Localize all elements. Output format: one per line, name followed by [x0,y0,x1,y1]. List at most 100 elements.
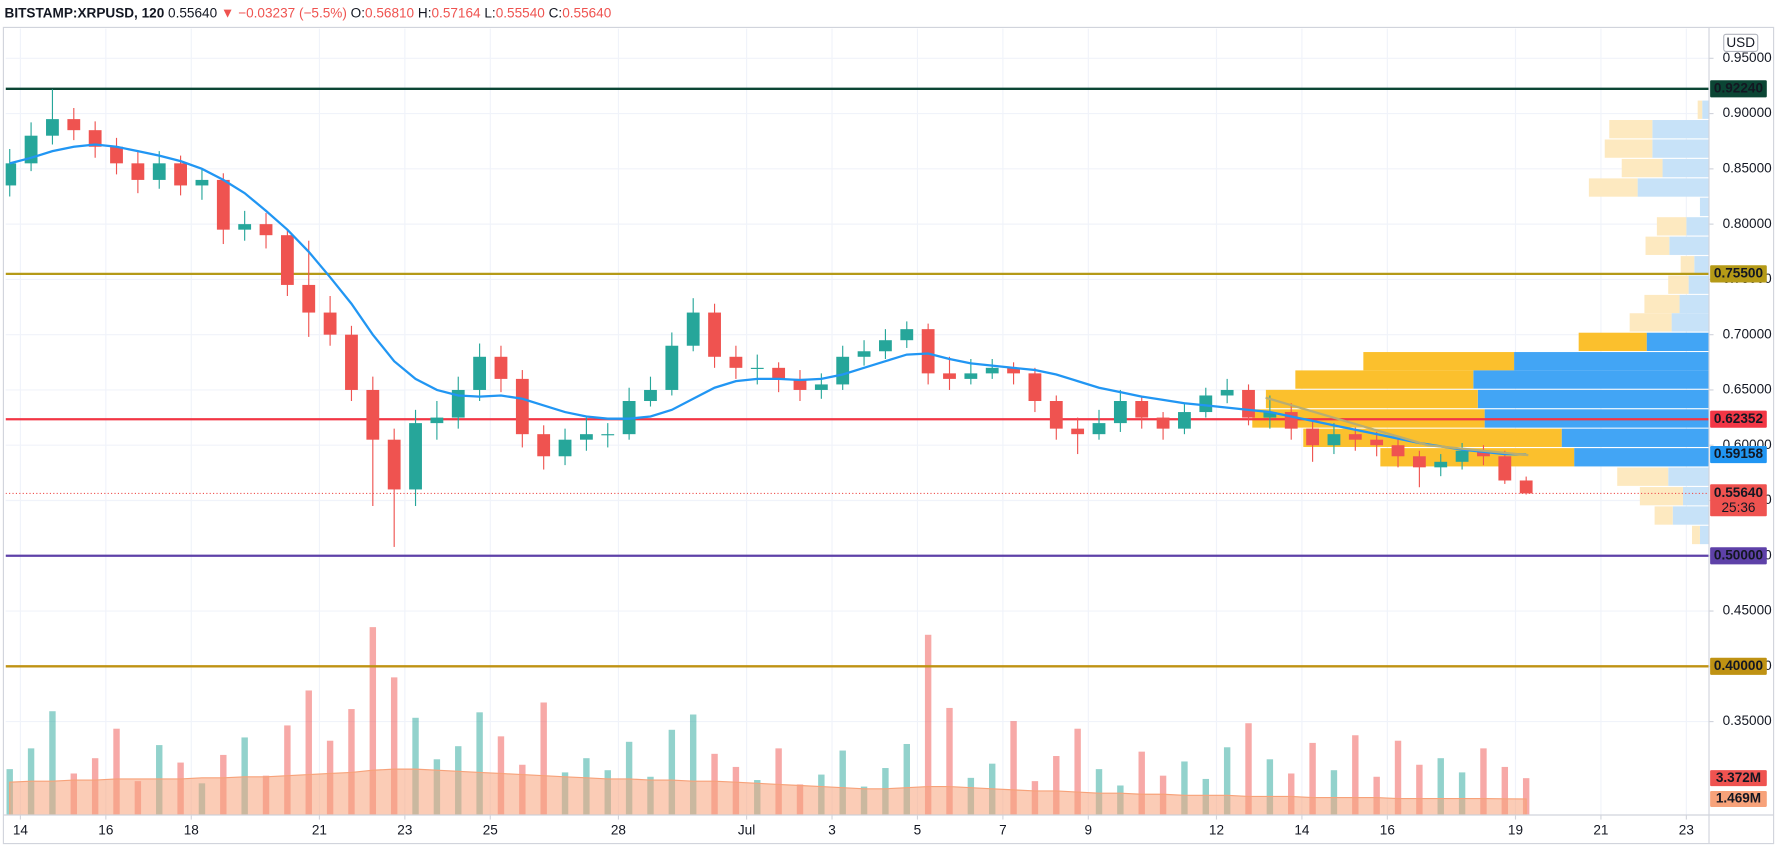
x-tick-label: 16 [98,823,113,838]
candle-body [345,334,358,390]
candle-body [110,146,123,164]
profile-up [1671,313,1710,332]
candle-body [323,312,337,335]
low-label: L: [484,5,495,20]
candle-body [1071,428,1085,435]
last-price: 0.55640 [168,5,218,20]
volume-bar [1074,728,1081,815]
y-tick-label: 0.65000 [1723,382,1773,397]
candle-body [537,434,551,457]
level-label-box [1710,80,1767,98]
x-tick-label: 16 [1380,823,1395,838]
level-label-box [1710,547,1767,565]
profile-up [1662,158,1710,178]
candle-body [964,373,978,379]
candle-body [216,179,230,230]
volume-bar [1458,772,1466,815]
volume-bar [1095,769,1103,815]
volume-bar [1245,723,1252,815]
profile-down [1604,139,1653,158]
price-pane [5,87,1710,668]
candle-body [814,384,828,390]
x-tick-label: 23 [1679,823,1694,838]
candle-body [238,224,252,230]
profile-down [1639,487,1683,506]
profile-up [1688,275,1710,294]
x-tick-label: 21 [1593,823,1608,838]
candle-body [1178,412,1191,429]
volume-bar [689,714,697,815]
open-label: O: [351,5,365,20]
x-tick-label: 14 [1294,823,1310,838]
candle-body [387,439,401,490]
profile-up [1682,487,1710,506]
x-tick-label: 3 [828,823,836,838]
y-tick-label: 0.90000 [1723,105,1773,120]
profile-up [1574,448,1710,467]
profile-up [1669,236,1710,255]
moving-average [9,143,1527,456]
candle-body [943,373,956,379]
candle-body [174,163,187,186]
profile-up [1699,197,1710,217]
candle-body [879,340,892,352]
candle-body [601,434,615,436]
volume-bar [49,711,56,815]
profile-down [1578,332,1647,352]
candle-body [430,417,444,424]
candle-body [1028,373,1042,402]
candle-body [302,284,316,313]
x-tick-label: 21 [312,823,327,838]
candle-body [1455,450,1469,462]
profile-up [1699,525,1710,545]
volume-ma-area [9,768,1527,815]
candle-body [665,345,679,390]
candle-body [558,439,572,457]
candle-body [921,329,935,374]
x-tick-label: 28 [611,823,626,838]
candle-body [1477,450,1490,457]
volume-bar [1416,764,1423,815]
volume-bar [412,717,419,815]
candle-body [772,367,786,379]
volume-bar [1480,748,1487,815]
profile-down [1692,525,1700,545]
profile-up [1514,352,1710,371]
y-tick-label: 0.35000 [1723,713,1773,728]
candle-body [409,423,422,490]
candle-body [644,389,657,402]
profile-down [1617,467,1669,486]
volume-bar [1138,751,1145,815]
ma-label-box [1710,445,1767,464]
volume-bar [1309,742,1316,815]
profile-up [1561,428,1710,447]
x-tick-label: 7 [999,823,1007,838]
volume-bar [476,712,483,815]
x-tick-label: 14 [13,823,29,838]
candle-body [195,179,209,186]
candle-body [1348,434,1362,440]
candle-body [494,356,508,379]
volume-label: 3.372M [1716,770,1761,785]
volume-bar [113,728,120,815]
candle-body [1113,401,1127,424]
candle-body [1007,367,1020,374]
currency-box[interactable] [1723,33,1759,53]
candle-body [1434,461,1448,468]
profile-up [1473,370,1710,389]
volume-bar [284,725,291,815]
profile-down [1644,294,1680,314]
profile-down [1621,158,1663,178]
x-tick-label: 5 [914,823,922,838]
volume-ma-label: 1.469M [1716,791,1761,806]
profile-down [1668,275,1689,294]
level-label-box [1710,410,1767,428]
x-tick-label: Jul [738,823,755,838]
volume-bar [1352,735,1359,815]
volume-bar [348,709,355,815]
candle-body [900,329,914,341]
volume-bar [1053,756,1060,815]
level-label: 0.75500 [1714,265,1764,280]
